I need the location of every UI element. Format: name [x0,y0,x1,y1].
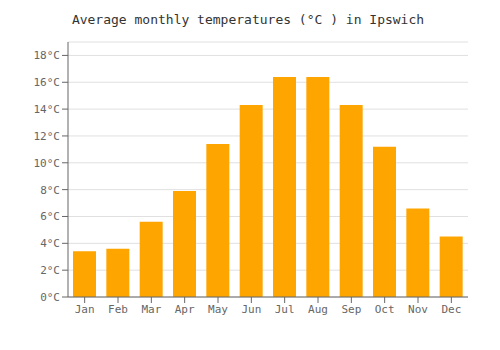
svg-text:Jun: Jun [241,303,261,316]
svg-text:0°C: 0°C [40,291,60,304]
svg-text:Dec: Dec [441,303,461,316]
svg-text:Jan: Jan [75,303,95,316]
html-text:Average monthly temperatures (: Average monthly temperatures (°C ) in Ip… [71,12,425,27]
svg-text:10°C: 10°C [34,157,61,170]
svg-text:Nov: Nov [408,303,428,316]
svg-text:16°C: 16°C [34,76,61,89]
svg-text:Oct: Oct [375,303,395,316]
svg-text:Feb: Feb [108,303,128,316]
svg-text:12°C: 12°C [34,130,61,143]
svg-text:8°C: 8°C [40,184,60,197]
svg-text:18°C: 18°C [34,49,61,62]
svg-text:14°C: 14°C [34,103,61,116]
svg-text:Sep: Sep [341,303,361,316]
svg-text:Aug: Aug [308,303,328,316]
svg-text:May: May [208,303,228,316]
svg-text:6°C: 6°C [40,210,60,223]
svg-text:Mar: Mar [141,303,161,316]
svg-text:Apr: Apr [175,303,195,316]
svg-text:Jul: Jul [275,303,295,316]
svg-text:2°C: 2°C [40,264,60,277]
svg-text:4°C: 4°C [40,237,60,250]
